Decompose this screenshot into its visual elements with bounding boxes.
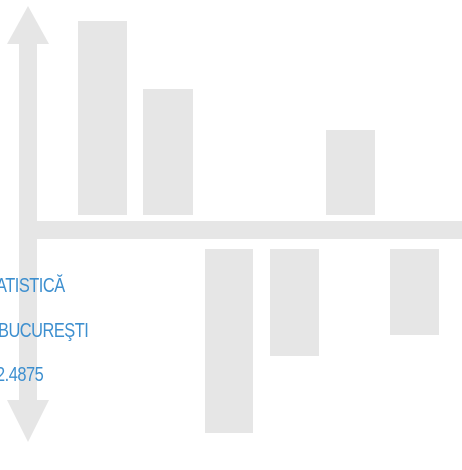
axis-arrow-top-head: [7, 6, 49, 44]
bar-down-6: [390, 249, 439, 335]
bar-up-1: [78, 21, 127, 215]
bars-group: [78, 21, 439, 433]
horizontal-baseline: [26, 221, 462, 239]
axis-arrow-bottom-head: [7, 400, 49, 442]
text-line-number: 2.4875: [0, 364, 44, 386]
text-line-statistica: ATISTICĂ: [0, 275, 65, 297]
bar-up-2: [143, 89, 193, 215]
bar-down-4: [270, 249, 319, 356]
text-line-bucuresti: BUCUREŞTI: [0, 320, 89, 342]
bar-down-3: [205, 249, 253, 433]
bar-up-5: [326, 130, 375, 215]
